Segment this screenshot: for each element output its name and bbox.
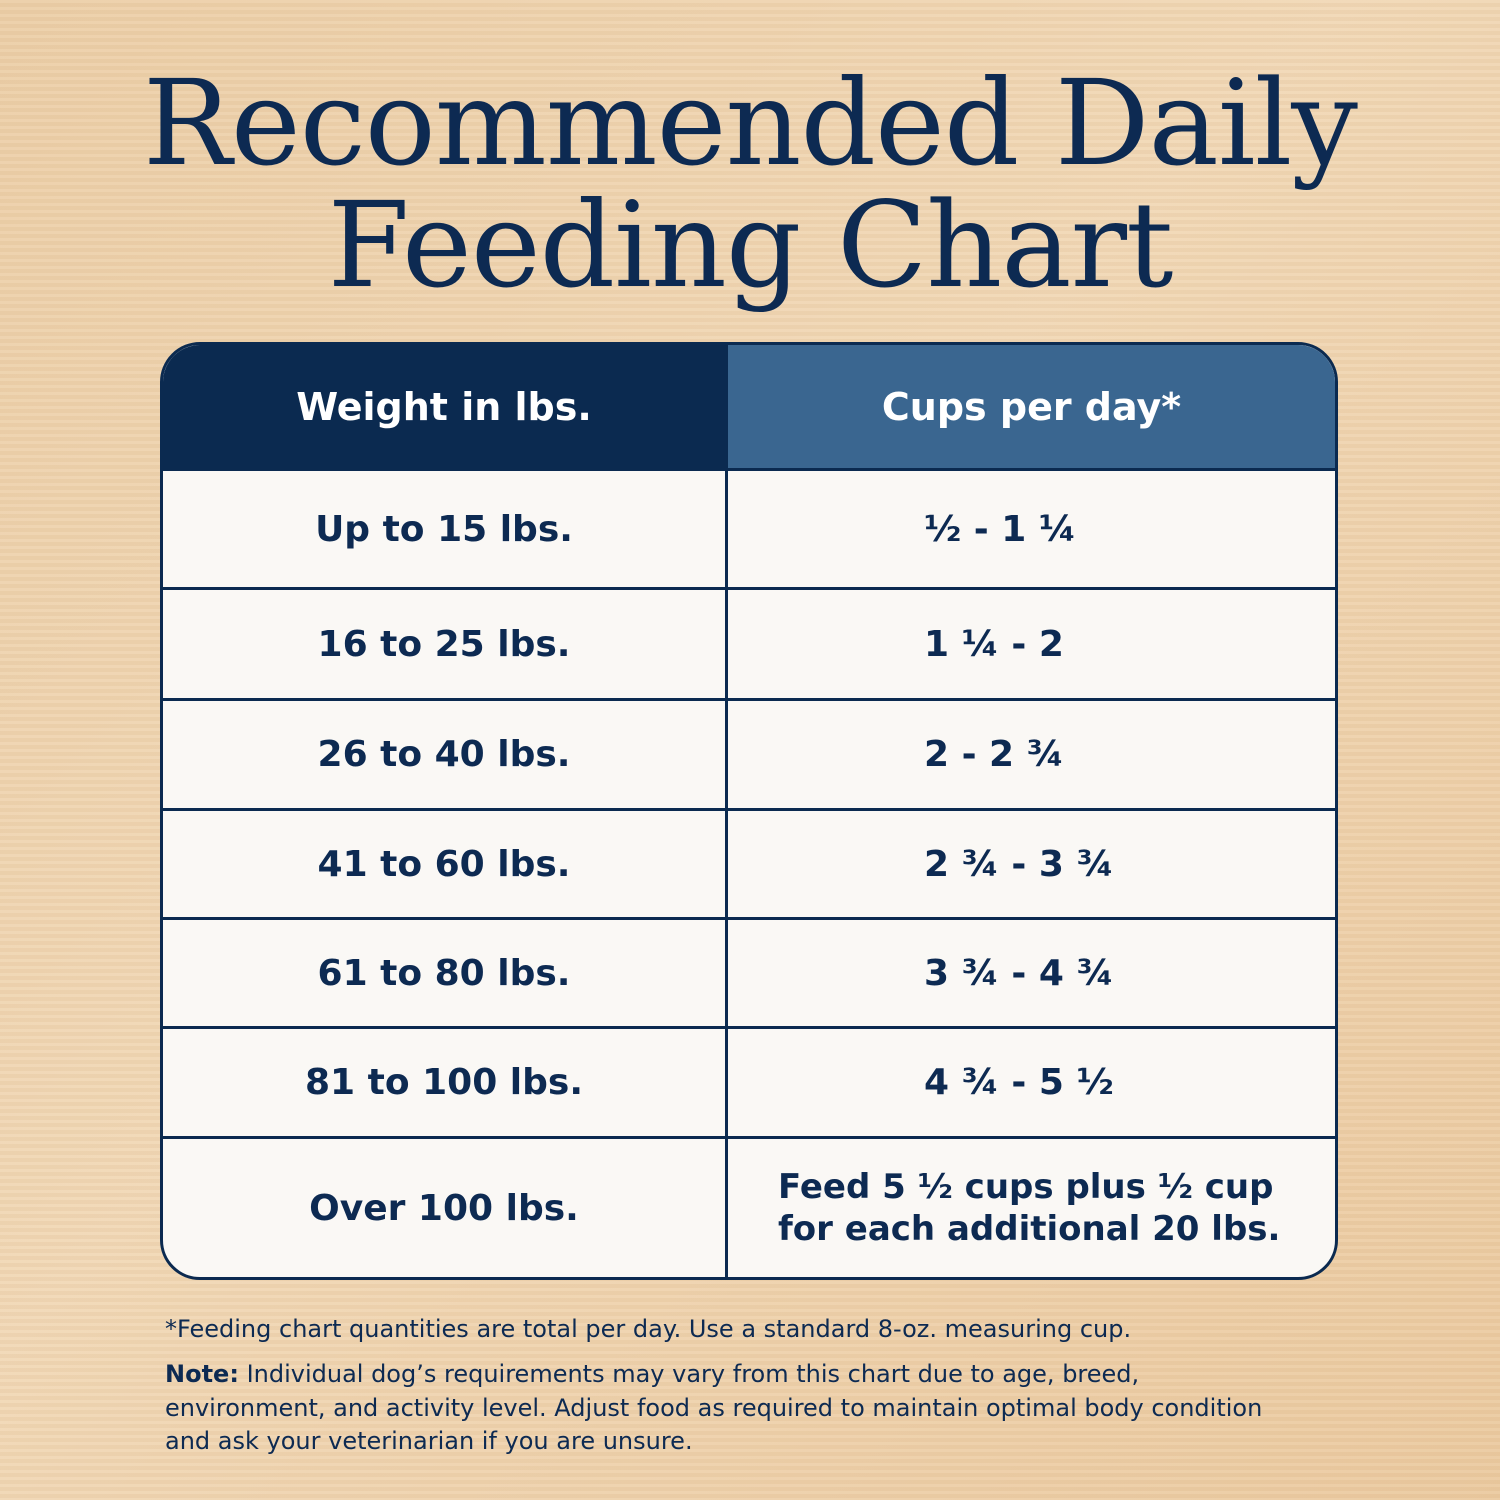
weight-cell: Over 100 lbs. bbox=[163, 1136, 728, 1277]
title-line: Feeding Chart bbox=[327, 176, 1174, 314]
cups-cell: ½ - 1 ¼ bbox=[728, 468, 1335, 587]
note-text: Individual dog’s requirements may vary f… bbox=[165, 1360, 1263, 1456]
cups-cell: Feed 5 ½ cups plus ½ cup for each additi… bbox=[728, 1136, 1335, 1277]
weight-cell: 16 to 25 lbs. bbox=[163, 587, 728, 698]
weight-cell: 26 to 40 lbs. bbox=[163, 698, 728, 808]
footnote: *Feeding chart quantities are total per … bbox=[165, 1315, 1132, 1343]
cups-cell: 1 ¼ - 2 bbox=[728, 587, 1335, 698]
cups-cell: 4 ¾ - 5 ½ bbox=[728, 1026, 1335, 1136]
column-header: Cups per day* bbox=[728, 345, 1335, 468]
column-header: Weight in lbs. bbox=[163, 345, 728, 468]
weight-cell: 81 to 100 lbs. bbox=[163, 1026, 728, 1136]
weight-cell: Up to 15 lbs. bbox=[163, 468, 728, 587]
title-line: Recommended Daily bbox=[143, 54, 1358, 192]
note: Note: Individual dog’s requirements may … bbox=[165, 1358, 1265, 1459]
note-label: Note: bbox=[165, 1360, 239, 1388]
weight-cell: 41 to 60 lbs. bbox=[163, 808, 728, 917]
weight-cell: 61 to 80 lbs. bbox=[163, 917, 728, 1026]
cups-cell: 2 - 2 ¾ bbox=[728, 698, 1335, 808]
feeding-table: Weight in lbs. Cups per day* Up to 15 lb… bbox=[160, 342, 1338, 1280]
cups-cell: 3 ¾ - 4 ¾ bbox=[728, 917, 1335, 1026]
cups-cell: 2 ¾ - 3 ¾ bbox=[728, 808, 1335, 917]
